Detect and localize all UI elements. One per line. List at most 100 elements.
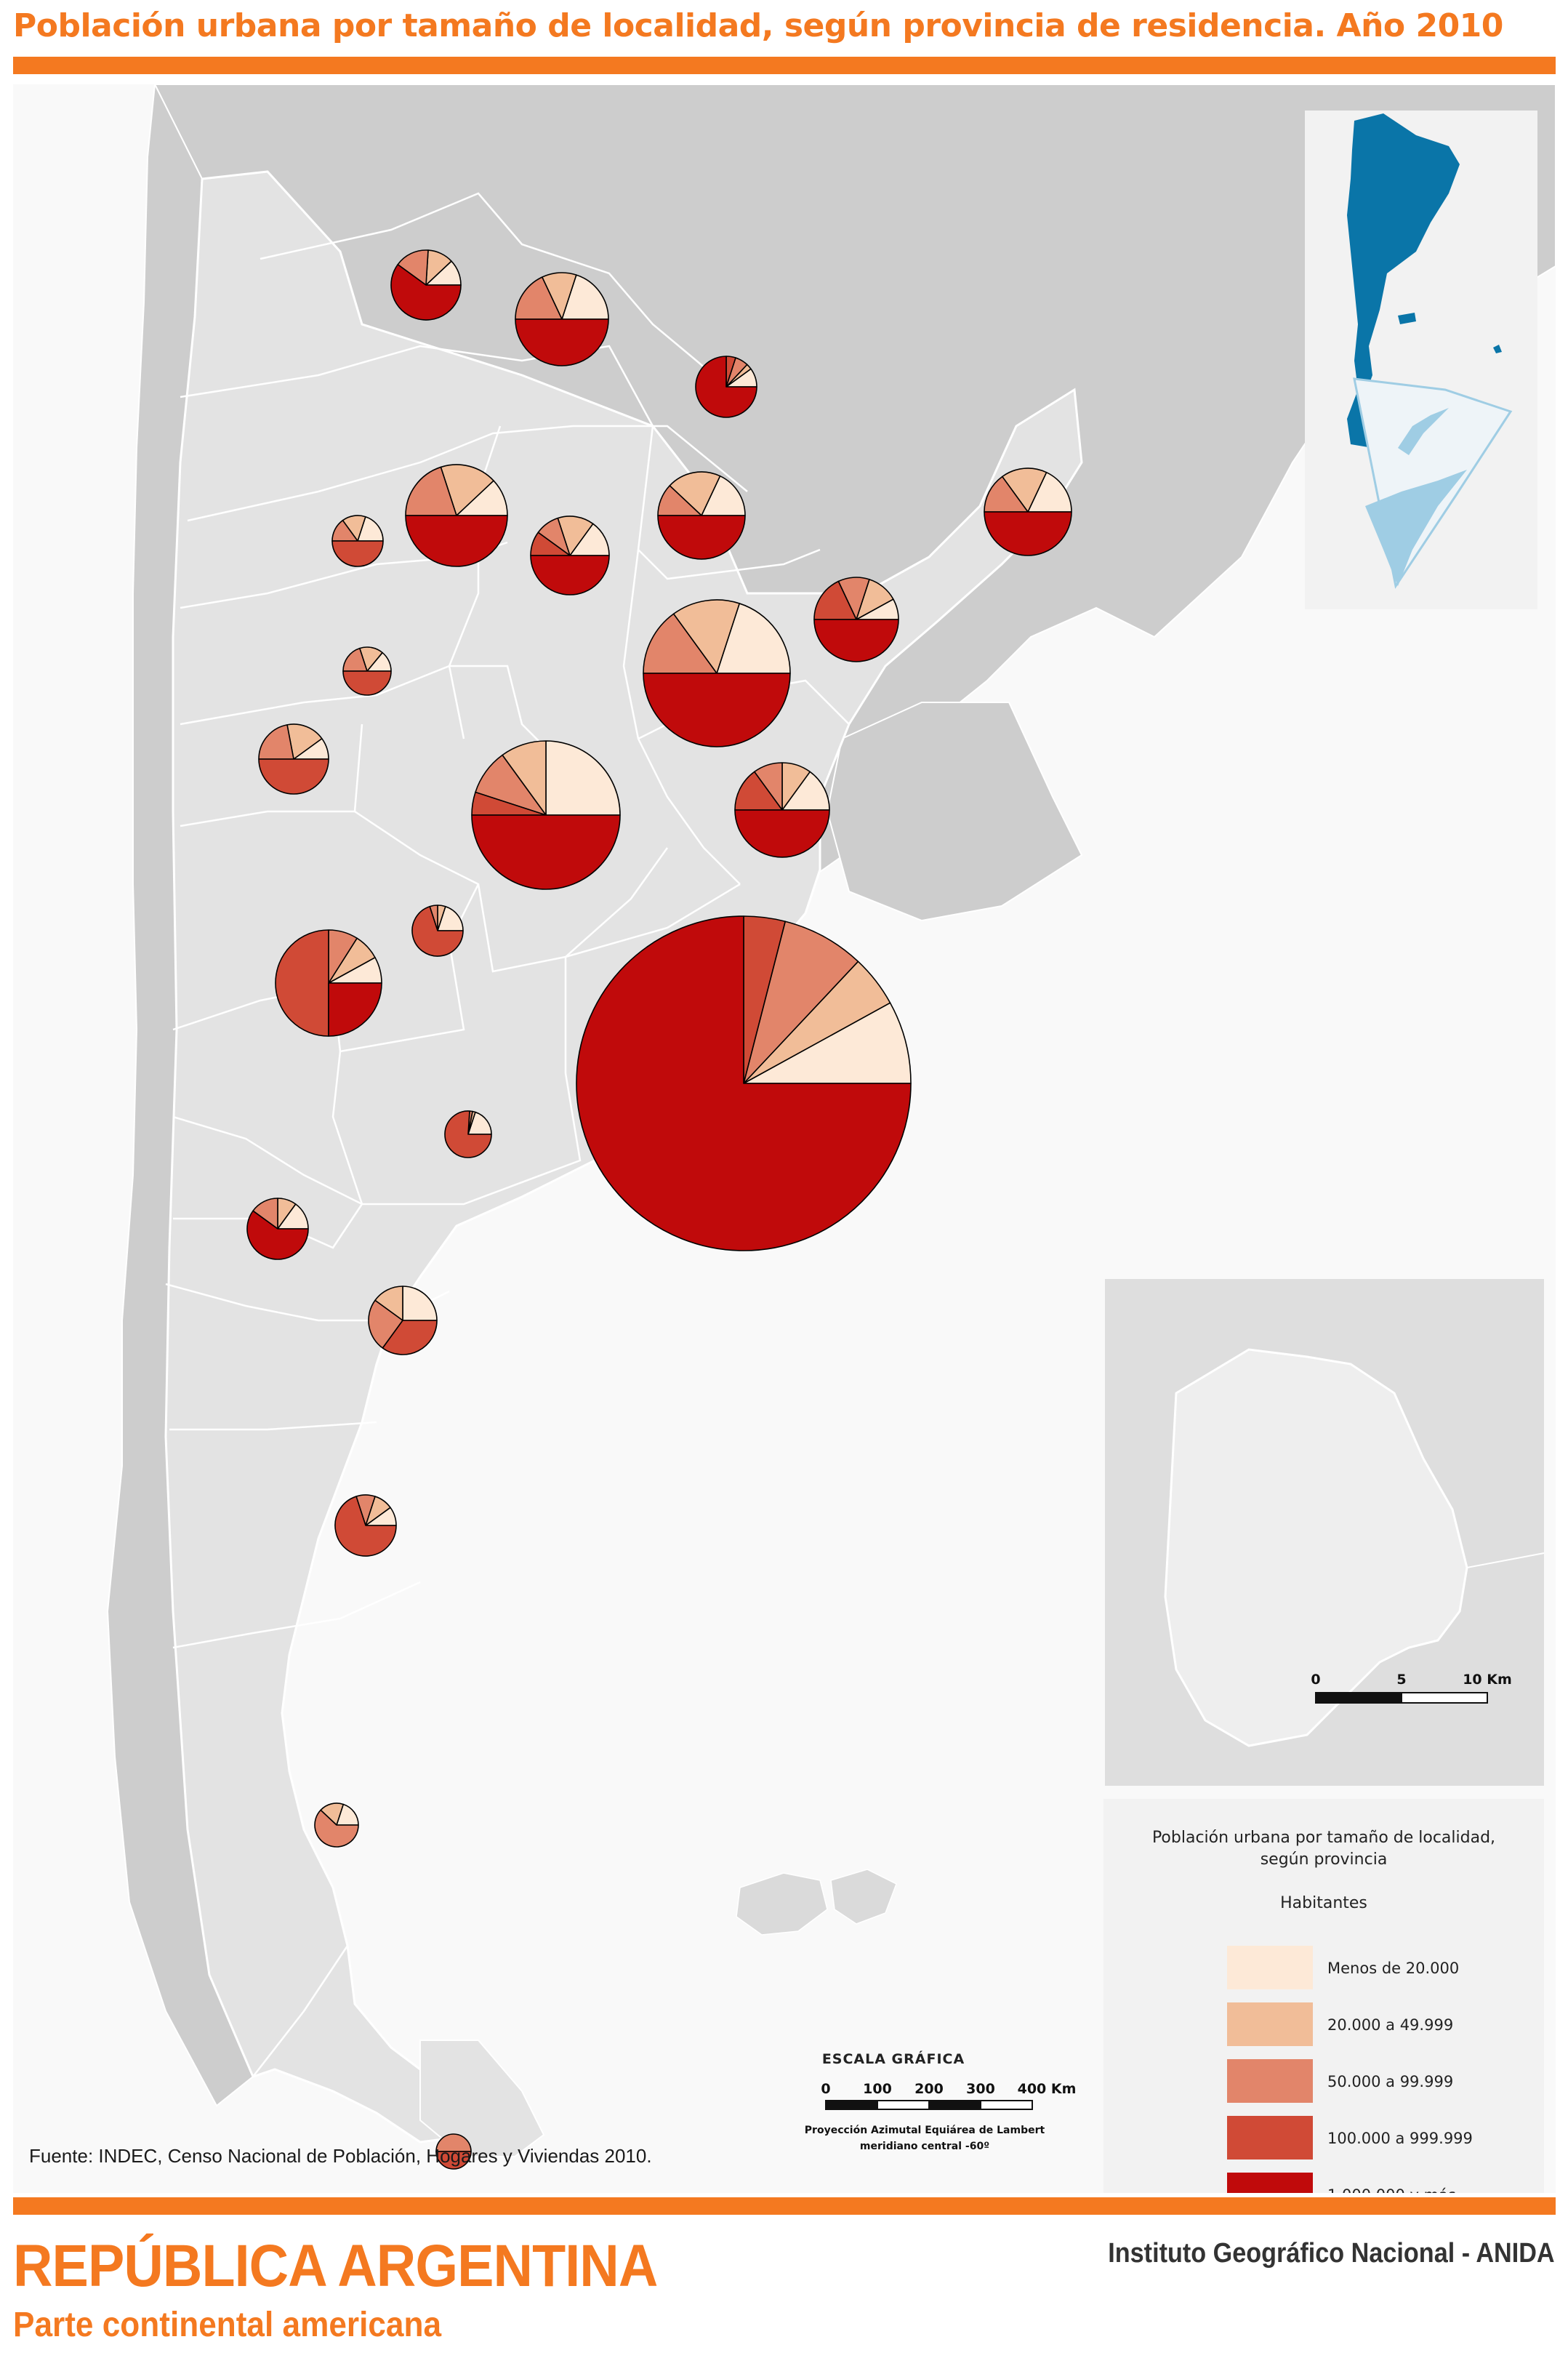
- pie-slice: [1001, 468, 1048, 513]
- pie-jujuy: [390, 249, 462, 321]
- map-title: Población urbana por tamaño de localidad…: [13, 7, 1503, 44]
- pie-slice: [286, 723, 323, 760]
- locator-islands: [1398, 313, 1502, 353]
- legend-swatch-2: [1227, 2002, 1313, 2046]
- pie-slice: [471, 814, 621, 890]
- legend-label-1: Menos de 20.000: [1327, 1960, 1459, 1977]
- pie-chaco: [657, 471, 746, 560]
- institute-name: Instituto Geográfico Nacional - ANIDA: [1108, 2238, 1555, 2269]
- pie-san-juan: [258, 723, 329, 795]
- pie-slice: [411, 905, 464, 957]
- pie-formosa: [695, 356, 757, 418]
- legend-label-4: 100.000 a 999.999: [1327, 2130, 1473, 2147]
- pie-slice: [334, 1496, 397, 1557]
- legend-label-2: 20.000 a 49.999: [1327, 2016, 1453, 2034]
- pie-slice: [440, 464, 494, 516]
- legend-title-line2: según provincia: [1261, 1850, 1388, 1869]
- pie-slice: [328, 982, 382, 1037]
- pie-slice: [515, 318, 609, 366]
- legend-label-3: 50.000 a 99.999: [1327, 2073, 1453, 2090]
- pie-slice: [984, 476, 1029, 513]
- legend: Población urbana por tamaño de localidad…: [1103, 1799, 1544, 2193]
- pie-rio-negro: [368, 1286, 438, 1355]
- inset-scale-label-0: 0: [1311, 1672, 1320, 1688]
- legend-swatch-1: [1227, 1946, 1313, 1989]
- locator-argentina: [1347, 113, 1460, 448]
- pie-slice: [813, 619, 899, 662]
- pie-slice: [275, 929, 329, 1037]
- scale-bar: ESCALA GRÁFICA 0 100 200 300 400 Km Proy…: [805, 2050, 1077, 2152]
- pie-slice: [435, 2151, 472, 2170]
- data-source: Fuente: INDEC, Censo Nacional de Poblaci…: [29, 2145, 652, 2167]
- pie-neuquen: [246, 1198, 309, 1260]
- scale-label-100: 100: [863, 2081, 892, 2097]
- legend-title-line1: Población urbana por tamaño de localidad…: [1152, 1829, 1495, 1847]
- pie-slice: [405, 466, 457, 516]
- pie-catamarca: [331, 515, 384, 567]
- scale-seg-1: [825, 2100, 878, 2110]
- pie-slice: [669, 471, 721, 516]
- pie-slice: [695, 356, 757, 418]
- rio-de-la-plata-shore: [1466, 1552, 1545, 1568]
- projection-line2: meridiano central -60º: [860, 2141, 989, 2152]
- pie-entre-rios: [734, 762, 830, 858]
- pie-slice: [734, 771, 783, 811]
- pie-slice: [545, 740, 621, 816]
- pie-slice: [576, 915, 912, 1251]
- pie-slice: [672, 599, 741, 674]
- pie-slice: [402, 1286, 438, 1321]
- pie-slice: [258, 724, 294, 760]
- inset-scale-label-10: 10 Km: [1463, 1672, 1512, 1688]
- projection-line1: Proyección Azimutal Equiárea de Lambert: [805, 2125, 1045, 2136]
- pie-misiones: [984, 468, 1072, 556]
- legend-panel: [1103, 1799, 1544, 2193]
- country-name: REPÚBLICA ARGENTINA: [13, 2233, 658, 2299]
- scale-label-300: 300: [966, 2081, 995, 2097]
- pie-slice: [382, 1320, 438, 1355]
- pie-slice: [368, 1299, 403, 1349]
- pie-salta: [515, 272, 609, 366]
- pie-slice: [397, 249, 429, 286]
- pie-slice: [643, 613, 717, 674]
- caba-boundary: [1164, 1348, 1468, 1747]
- inset-scale-bar: 0 5 10 Km: [1311, 1672, 1512, 1704]
- pie-tierra-del-fuego: [435, 2133, 472, 2170]
- legend-swatch-4: [1227, 2116, 1313, 2160]
- pie-slice: [561, 274, 609, 320]
- pie-slice: [444, 1110, 492, 1158]
- pie-chubut: [334, 1494, 397, 1557]
- pie-slice: [569, 523, 610, 556]
- scale-title: ESCALA GRÁFICA: [822, 2050, 965, 2067]
- scale-label-400: 400 Km: [1018, 2081, 1077, 2097]
- pie-slice: [342, 670, 392, 696]
- pie-slice: [557, 516, 594, 556]
- legend-swatch-5: [1227, 2173, 1313, 2193]
- pie-slice: [405, 515, 508, 567]
- scale-seg-2: [877, 2100, 930, 2110]
- malvinas-islands: [736, 1869, 897, 1936]
- pie-santa-cruz: [314, 1802, 359, 1848]
- pie-slice: [390, 263, 462, 321]
- inset-scale-seg-2: [1401, 1692, 1488, 1704]
- locator-antarctica: [1365, 470, 1467, 586]
- scale-seg-4: [980, 2100, 1033, 2110]
- pie-corrientes: [813, 577, 899, 662]
- locator-peninsula: [1398, 408, 1449, 455]
- pie-slice: [743, 1002, 912, 1084]
- pie-santa-fe: [643, 599, 791, 747]
- scale-label-0: 0: [821, 2081, 830, 2097]
- inset-scale-label-5: 5: [1396, 1672, 1406, 1688]
- legend-label-5: 1.000.000 y más: [1327, 2186, 1456, 2193]
- footer-rule: [13, 2197, 1556, 2215]
- pie-la-rioja: [342, 646, 392, 696]
- country-subtitle: Parte continental americana: [13, 2306, 442, 2344]
- pie-slice: [314, 1809, 359, 1848]
- pie-slice: [781, 771, 830, 811]
- pie-slice: [984, 511, 1072, 556]
- pie-slice: [643, 673, 791, 747]
- pie-slice: [657, 515, 746, 560]
- locator-inset: [1305, 111, 1537, 609]
- pie-san-luis: [411, 905, 464, 957]
- pie-buenos-aires: [576, 915, 912, 1251]
- pie-tucuman: [405, 464, 508, 567]
